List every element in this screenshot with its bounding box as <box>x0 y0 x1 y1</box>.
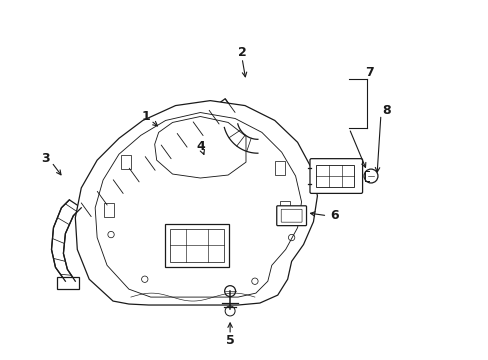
Text: 4: 4 <box>196 140 204 153</box>
FancyBboxPatch shape <box>276 206 306 226</box>
Text: 5: 5 <box>225 334 234 347</box>
Bar <box>121 155 131 169</box>
Bar <box>316 165 353 187</box>
Bar <box>164 224 229 267</box>
Text: 1: 1 <box>141 110 150 123</box>
Polygon shape <box>75 100 317 305</box>
Text: 6: 6 <box>329 209 338 222</box>
Text: 8: 8 <box>382 104 390 117</box>
Polygon shape <box>95 113 301 297</box>
Polygon shape <box>154 117 245 178</box>
Polygon shape <box>51 200 81 281</box>
Polygon shape <box>81 99 235 217</box>
Text: 3: 3 <box>41 152 50 165</box>
Bar <box>104 203 114 217</box>
Bar <box>279 201 289 215</box>
Bar <box>57 277 79 289</box>
Polygon shape <box>224 124 257 153</box>
FancyBboxPatch shape <box>309 159 362 193</box>
Bar <box>169 229 224 262</box>
Bar <box>274 161 284 175</box>
Text: 2: 2 <box>237 46 246 59</box>
Text: 7: 7 <box>364 66 373 79</box>
FancyBboxPatch shape <box>281 209 302 222</box>
